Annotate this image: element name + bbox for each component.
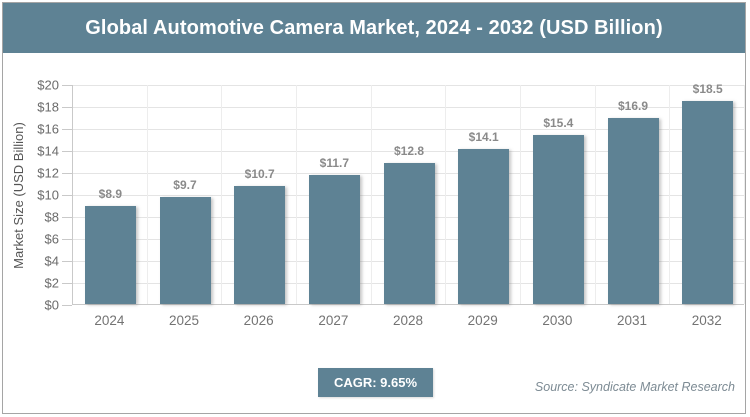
y-tick-label: $6 xyxy=(44,231,59,247)
x-axis-label: 2025 xyxy=(168,313,200,328)
gridline-vertical xyxy=(594,85,596,304)
gridline-horizontal xyxy=(73,107,744,108)
y-tick-mark xyxy=(62,239,72,240)
y-tick-label: $0 xyxy=(44,297,59,313)
x-axis-label: 2031 xyxy=(617,313,648,328)
bar-2025 xyxy=(159,197,211,304)
cagr-badge: CAGR: 9.65% xyxy=(318,368,433,397)
x-axis-label: 2026 xyxy=(243,313,274,328)
gridline-horizontal xyxy=(73,129,744,130)
x-axis-label: 2024 xyxy=(94,313,125,328)
bar-value-label: $14.1 xyxy=(468,129,499,144)
bar-value-label: $11.7 xyxy=(319,156,350,171)
y-tick-mark xyxy=(62,107,72,108)
bar-2026 xyxy=(234,186,286,304)
bar-2027 xyxy=(308,175,360,304)
y-axis-tick-marks xyxy=(62,85,72,306)
y-axis-tick-labels: $0 $2 $4 $6 $8 $10 $12 $14 $16 $18 $20 xyxy=(21,78,59,313)
y-tick-mark xyxy=(62,217,72,218)
page-title: Global Automotive Camera Market, 2024 - … xyxy=(85,16,663,39)
gridline-vertical xyxy=(669,85,671,304)
bar-2031 xyxy=(607,118,659,304)
y-tick-label: $18 xyxy=(37,99,59,115)
y-tick-label: $10 xyxy=(37,187,59,203)
y-tick-mark xyxy=(62,261,72,262)
x-axis-label: 2030 xyxy=(542,313,573,328)
bar-value-label: $18.5 xyxy=(692,81,723,96)
gridline-vertical xyxy=(370,85,372,304)
bar-value-label: $9.7 xyxy=(173,178,197,193)
gridline-vertical xyxy=(445,85,447,304)
y-tick-label: $16 xyxy=(37,121,59,137)
y-tick-mark xyxy=(62,151,72,152)
y-tick-label: $2 xyxy=(44,275,59,291)
bar-2024 xyxy=(84,206,136,304)
gridline-horizontal xyxy=(73,151,744,152)
y-tick-label: $4 xyxy=(44,253,59,269)
gridline-vertical xyxy=(296,85,297,304)
bar-2032 xyxy=(682,100,734,304)
y-tick-mark xyxy=(62,305,72,306)
y-tick-label: $14 xyxy=(37,143,59,159)
gridline-vertical xyxy=(221,85,223,304)
y-tick-label: $20 xyxy=(37,77,59,93)
y-tick-mark xyxy=(62,283,72,284)
bar-value-label: $16.9 xyxy=(617,99,648,114)
y-tick-label: $12 xyxy=(37,165,59,181)
bar-2029 xyxy=(458,148,510,304)
plot-area: $8.9 $9.7 $10.7 $11.7 $12.8 $14.1 $15.4 $16.9 $1… xyxy=(72,81,745,305)
bar-value-label: $12.8 xyxy=(393,144,424,159)
bar-value-label: $8.9 xyxy=(98,187,122,202)
cagr-badge-label: CAGR: 9.65% xyxy=(333,375,418,390)
y-tick-mark xyxy=(62,85,72,86)
y-tick-mark xyxy=(62,195,72,196)
gridline-vertical xyxy=(744,85,745,304)
y-tick-mark xyxy=(62,173,72,174)
x-axis-label: 2028 xyxy=(393,313,424,328)
gridline-vertical xyxy=(520,85,521,304)
bar-value-label: $10.7 xyxy=(244,167,275,182)
bar-2028 xyxy=(383,163,435,304)
title-bar: Global Automotive Camera Market, 2024 - … xyxy=(3,3,745,53)
x-axis-labels: 2024 2025 2026 2027 2028 2029 2030 2031 2032 xyxy=(72,313,744,328)
x-axis-label: 2032 xyxy=(691,313,722,328)
bar-2030 xyxy=(532,134,584,304)
y-tick-mark xyxy=(62,129,72,130)
source-attribution: Source: Syndicate Market Research xyxy=(534,380,735,394)
x-axis-label: 2029 xyxy=(467,313,498,328)
gridline-vertical xyxy=(146,85,148,304)
gridline-horizontal xyxy=(73,85,744,86)
y-tick-label: $8 xyxy=(44,209,59,225)
x-axis-label: 2027 xyxy=(318,313,349,328)
bar-value-label: $15.4 xyxy=(543,115,574,130)
